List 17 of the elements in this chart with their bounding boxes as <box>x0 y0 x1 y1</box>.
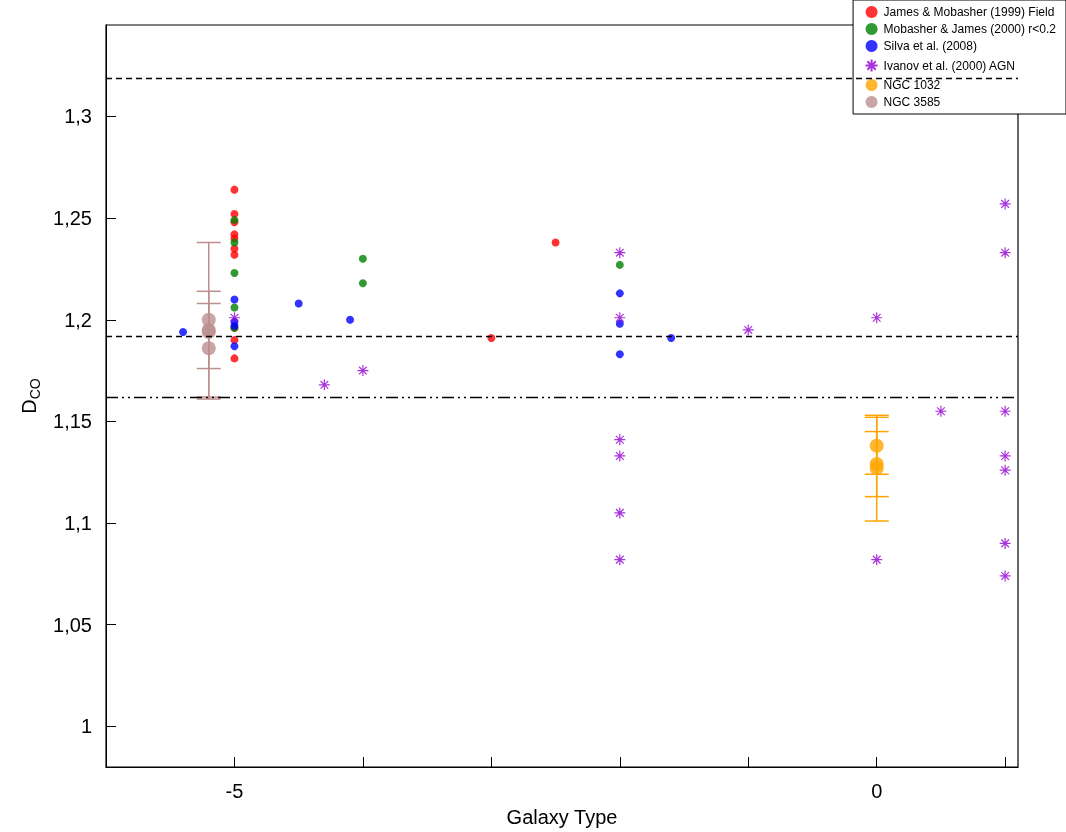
legend-label: Mobasher & James (2000) r<0.2 <box>883 22 1057 36</box>
y-tick-label: 1 <box>80 715 92 738</box>
x-axis-title: Galaxy Type <box>506 806 618 828</box>
legend-label: NGC 3585 <box>883 95 941 109</box>
y-tick-label: 1,2 <box>64 308 92 331</box>
legend-label: James & Mobasher (1999) Field <box>883 5 1055 19</box>
y-axis-title: DCO <box>18 378 44 414</box>
y-tick-label: 1,25 <box>53 207 92 230</box>
legend-label: NGC 1032 <box>883 78 941 92</box>
y-tick-label: 1,15 <box>53 410 92 433</box>
legend-label: Silva et al. (2008) <box>883 39 977 53</box>
x-tick-label: 0 <box>871 780 883 802</box>
y-tick-label: 1,3 <box>64 105 92 128</box>
legend-label: Ivanov et al. (2000) AGN <box>883 58 1015 73</box>
x-tick-label: -5 <box>225 780 244 802</box>
y-tick-label: 1,05 <box>53 613 92 636</box>
y-tick-label: 1,1 <box>64 512 92 535</box>
